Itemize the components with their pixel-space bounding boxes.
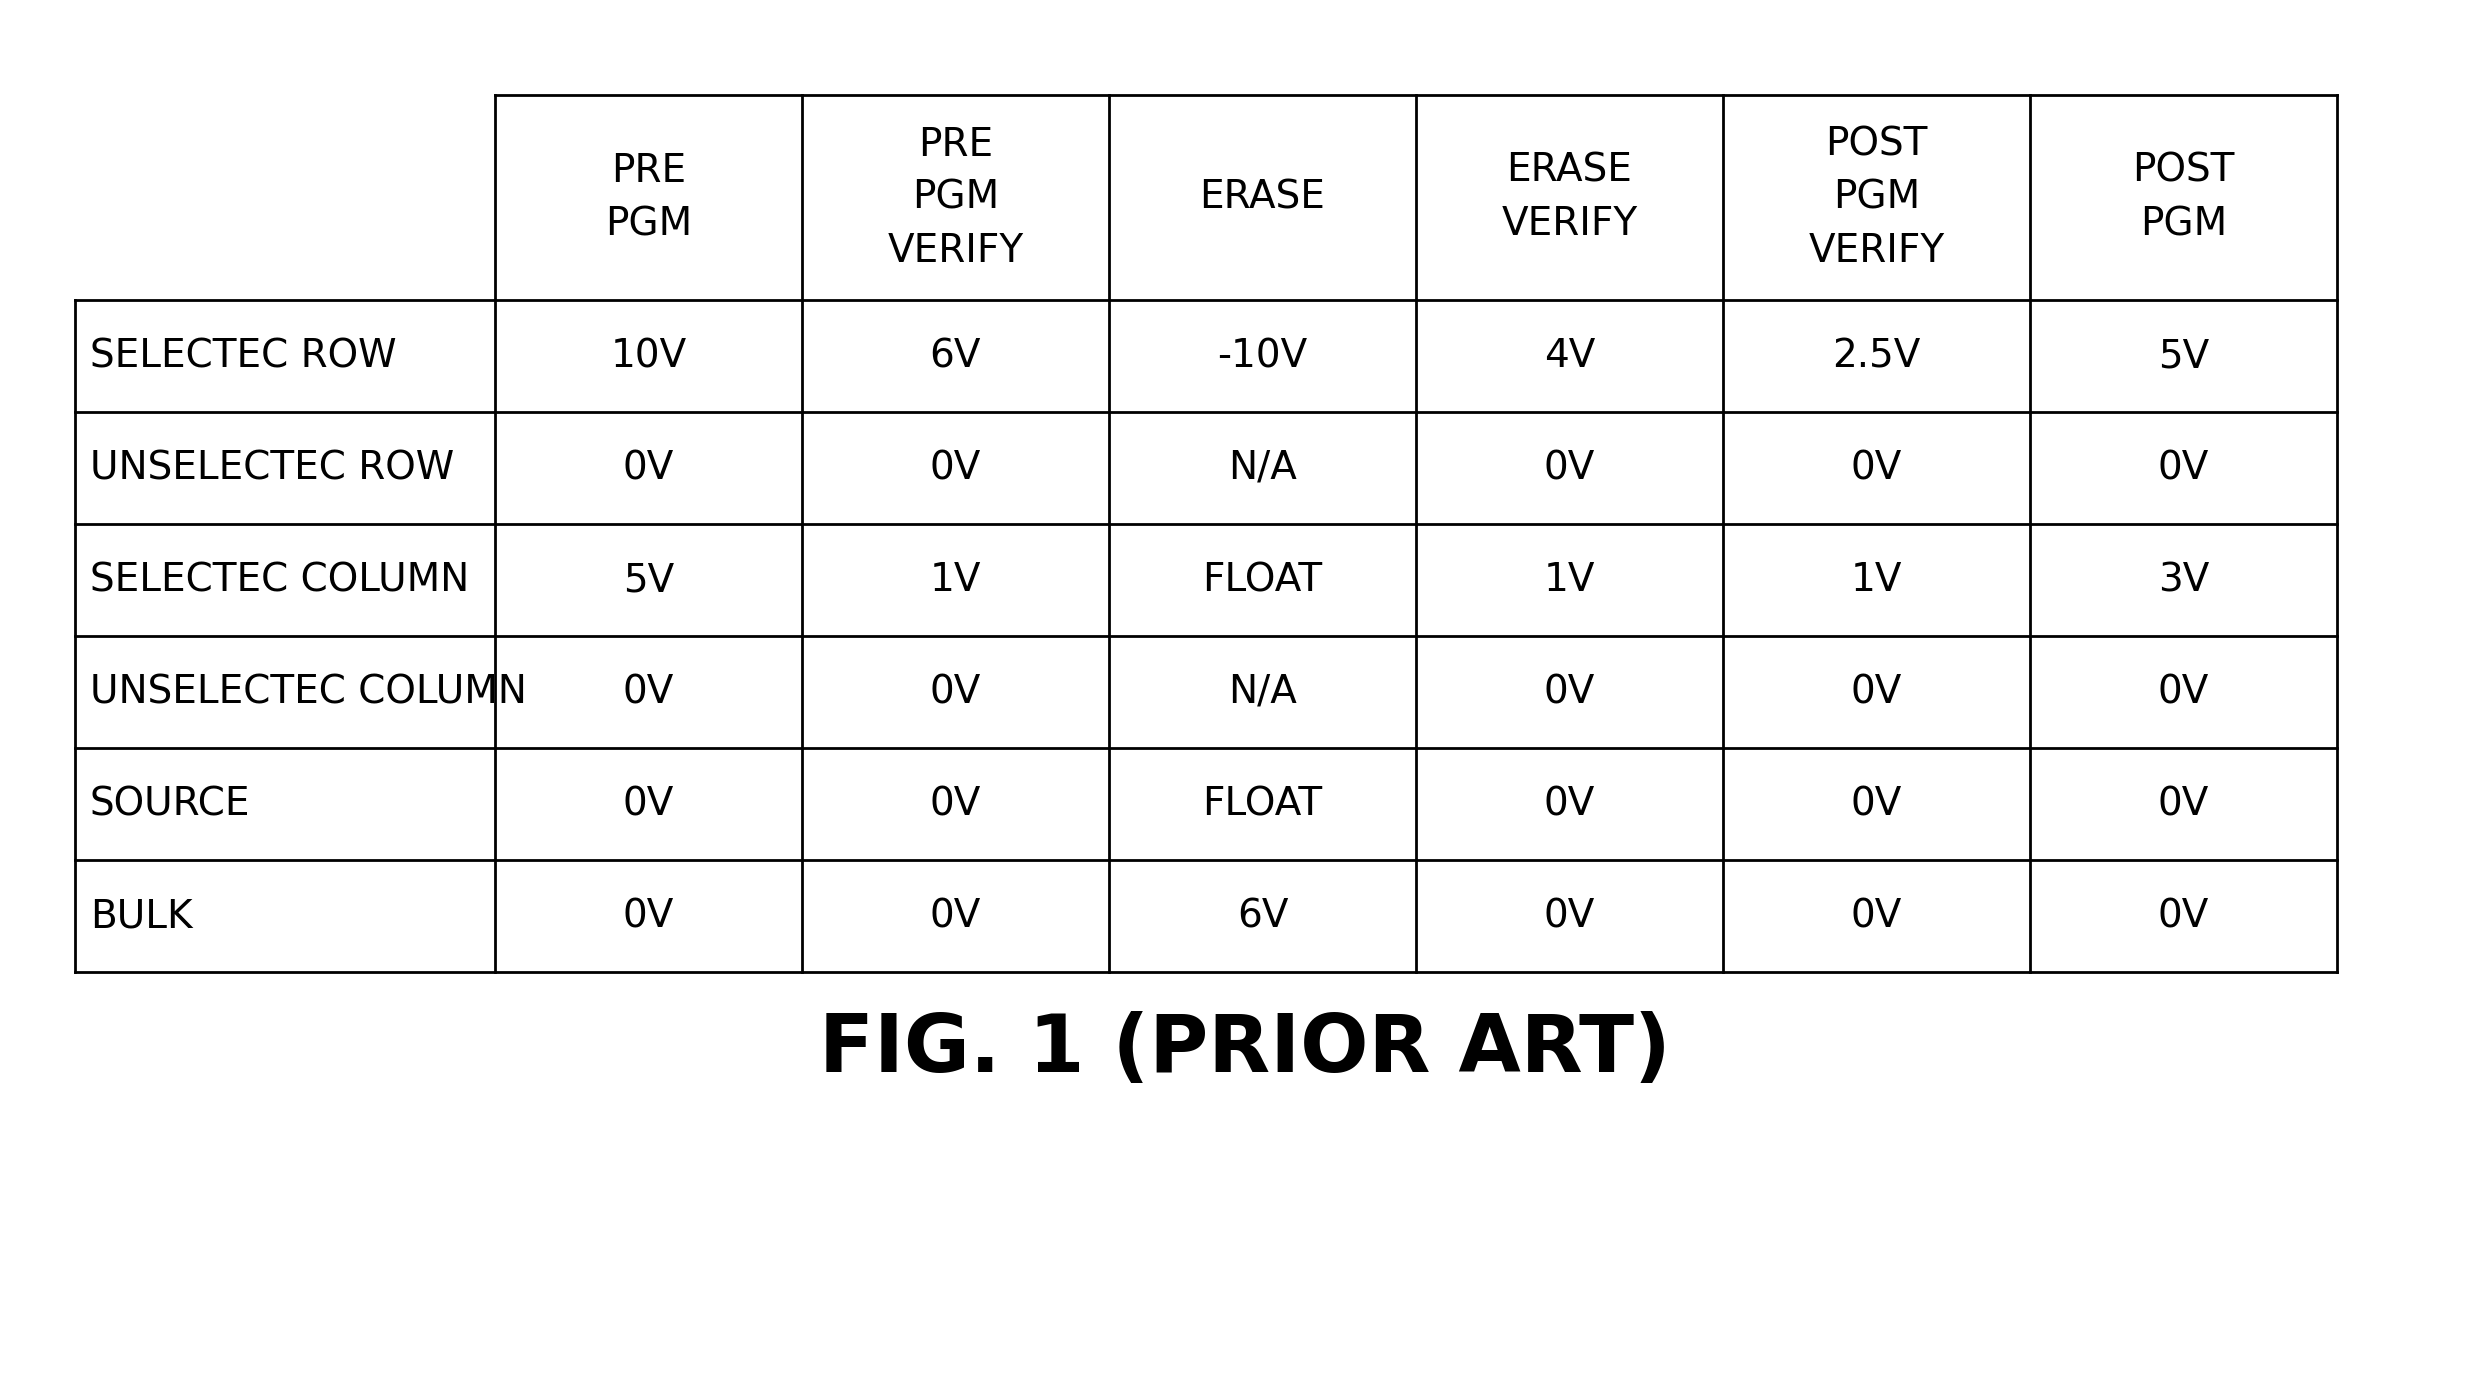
Text: BULK: BULK xyxy=(90,897,192,935)
Text: 0V: 0V xyxy=(622,785,675,823)
Text: SOURCE: SOURCE xyxy=(90,785,251,823)
Text: 0V: 0V xyxy=(2159,785,2209,823)
Text: FLOAT: FLOAT xyxy=(1203,562,1322,599)
Text: 0V: 0V xyxy=(929,448,981,488)
Text: 5V: 5V xyxy=(622,562,675,599)
Text: 10V: 10V xyxy=(610,337,687,374)
Text: N/A: N/A xyxy=(1228,673,1297,711)
Text: 2.5V: 2.5V xyxy=(1833,337,1920,374)
Text: 0V: 0V xyxy=(1544,785,1596,823)
Text: 0V: 0V xyxy=(929,673,981,711)
Text: 0V: 0V xyxy=(1850,448,1902,488)
Text: 0V: 0V xyxy=(1850,897,1902,935)
Text: 0V: 0V xyxy=(622,673,675,711)
Text: SELECTEC ROW: SELECTEC ROW xyxy=(90,337,396,374)
Text: 0V: 0V xyxy=(1544,673,1596,711)
Text: 4V: 4V xyxy=(1544,337,1596,374)
Text: 5V: 5V xyxy=(2159,337,2209,374)
Text: 1V: 1V xyxy=(929,562,981,599)
Text: FIG. 1 (PRIOR ART): FIG. 1 (PRIOR ART) xyxy=(819,1011,1671,1090)
Text: PRE
PGM
VERIFY: PRE PGM VERIFY xyxy=(886,126,1023,270)
Text: 0V: 0V xyxy=(1544,897,1596,935)
Text: ERASE
VERIFY: ERASE VERIFY xyxy=(1501,152,1638,243)
Text: 0V: 0V xyxy=(2159,673,2209,711)
Text: 0V: 0V xyxy=(929,785,981,823)
Text: 0V: 0V xyxy=(2159,897,2209,935)
Text: 3V: 3V xyxy=(2159,562,2209,599)
Text: 1V: 1V xyxy=(1544,562,1596,599)
Text: POST
PGM
VERIFY: POST PGM VERIFY xyxy=(1808,126,1945,270)
Text: 0V: 0V xyxy=(622,448,675,488)
Text: 0V: 0V xyxy=(1850,673,1902,711)
Text: 0V: 0V xyxy=(622,897,675,935)
Text: ERASE: ERASE xyxy=(1200,179,1325,217)
Text: 0V: 0V xyxy=(2159,448,2209,488)
Text: -10V: -10V xyxy=(1218,337,1307,374)
Text: PRE
PGM: PRE PGM xyxy=(605,152,692,243)
Text: UNSELECTEC ROW: UNSELECTEC ROW xyxy=(90,448,453,488)
Text: 0V: 0V xyxy=(929,897,981,935)
Text: UNSELECTEC COLUMN: UNSELECTEC COLUMN xyxy=(90,673,528,711)
Text: POST
PGM: POST PGM xyxy=(2131,152,2234,243)
Text: 0V: 0V xyxy=(1544,448,1596,488)
Text: N/A: N/A xyxy=(1228,448,1297,488)
Text: SELECTEC COLUMN: SELECTEC COLUMN xyxy=(90,562,468,599)
Text: 0V: 0V xyxy=(1850,785,1902,823)
Text: FLOAT: FLOAT xyxy=(1203,785,1322,823)
Text: 1V: 1V xyxy=(1850,562,1902,599)
Text: 6V: 6V xyxy=(1238,897,1287,935)
Text: 6V: 6V xyxy=(929,337,981,374)
